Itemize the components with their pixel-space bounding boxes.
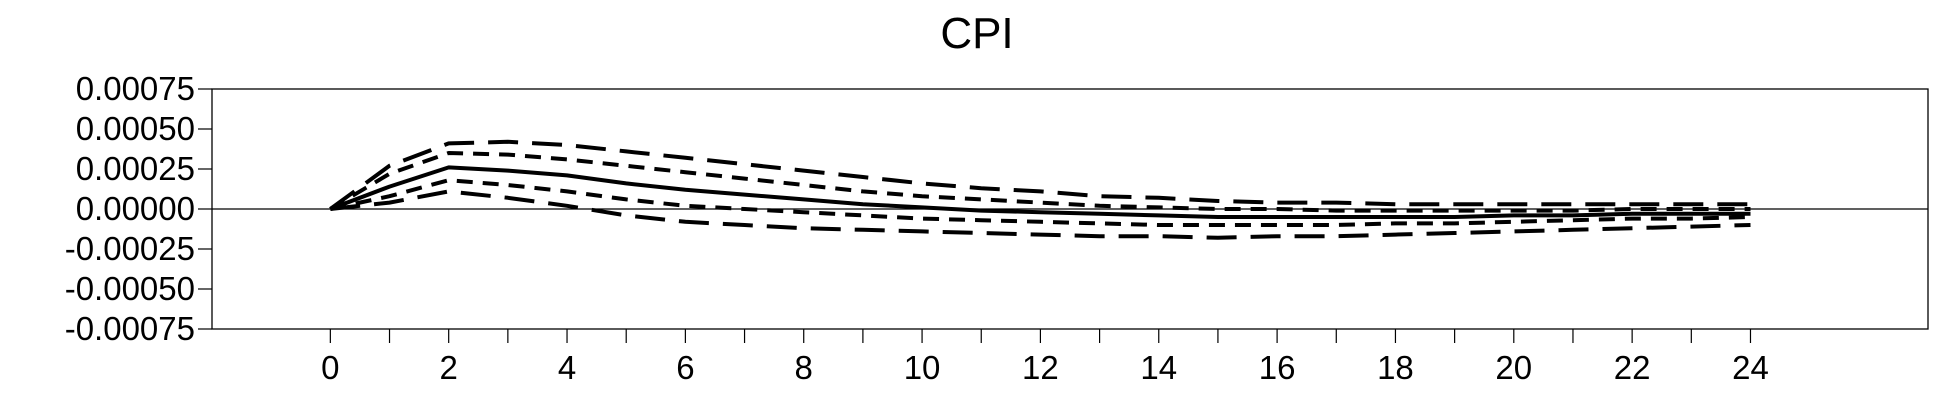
series-line-1 bbox=[329, 165, 1751, 219]
y-axis: 0.000750.000500.000250.00000-0.00025-0.0… bbox=[65, 70, 212, 347]
x-axis: 0 2 4 6 8 10 12 14 16 18 20 22 24 bbox=[321, 329, 1769, 386]
y-tick-label: 0.00050 bbox=[76, 110, 195, 147]
y-tick-label: -0.00075 bbox=[65, 310, 195, 347]
x-tick-label: 8 bbox=[795, 349, 813, 386]
y-tick-label: 0.00075 bbox=[76, 70, 195, 107]
series-line-2 bbox=[329, 151, 1751, 213]
y-tick-label: -0.00050 bbox=[65, 270, 195, 307]
x-tick-label: 16 bbox=[1259, 349, 1296, 386]
chart-title: CPI bbox=[940, 9, 1013, 58]
x-tick-label: 10 bbox=[904, 349, 941, 386]
x-tick-label: 12 bbox=[1022, 349, 1059, 386]
y-tick-label: 0.00000 bbox=[76, 190, 195, 227]
x-tick-label: 4 bbox=[558, 349, 576, 386]
x-tick-label: 20 bbox=[1495, 349, 1532, 386]
x-tick-label: 18 bbox=[1377, 349, 1414, 386]
series-group bbox=[329, 139, 1751, 240]
x-tick-label: 24 bbox=[1732, 349, 1769, 386]
series-line-4 bbox=[329, 139, 1751, 211]
y-tick-label: -0.00025 bbox=[65, 230, 195, 267]
x-tick-label: 2 bbox=[440, 349, 458, 386]
x-tick-label: 0 bbox=[321, 349, 339, 386]
series-line-3 bbox=[329, 178, 1751, 227]
series-line-5 bbox=[330, 189, 1751, 240]
x-tick-label: 22 bbox=[1614, 349, 1651, 386]
x-tick-label: 14 bbox=[1140, 349, 1177, 386]
x-tick-label: 6 bbox=[676, 349, 694, 386]
y-tick-label: 0.00025 bbox=[76, 150, 195, 187]
